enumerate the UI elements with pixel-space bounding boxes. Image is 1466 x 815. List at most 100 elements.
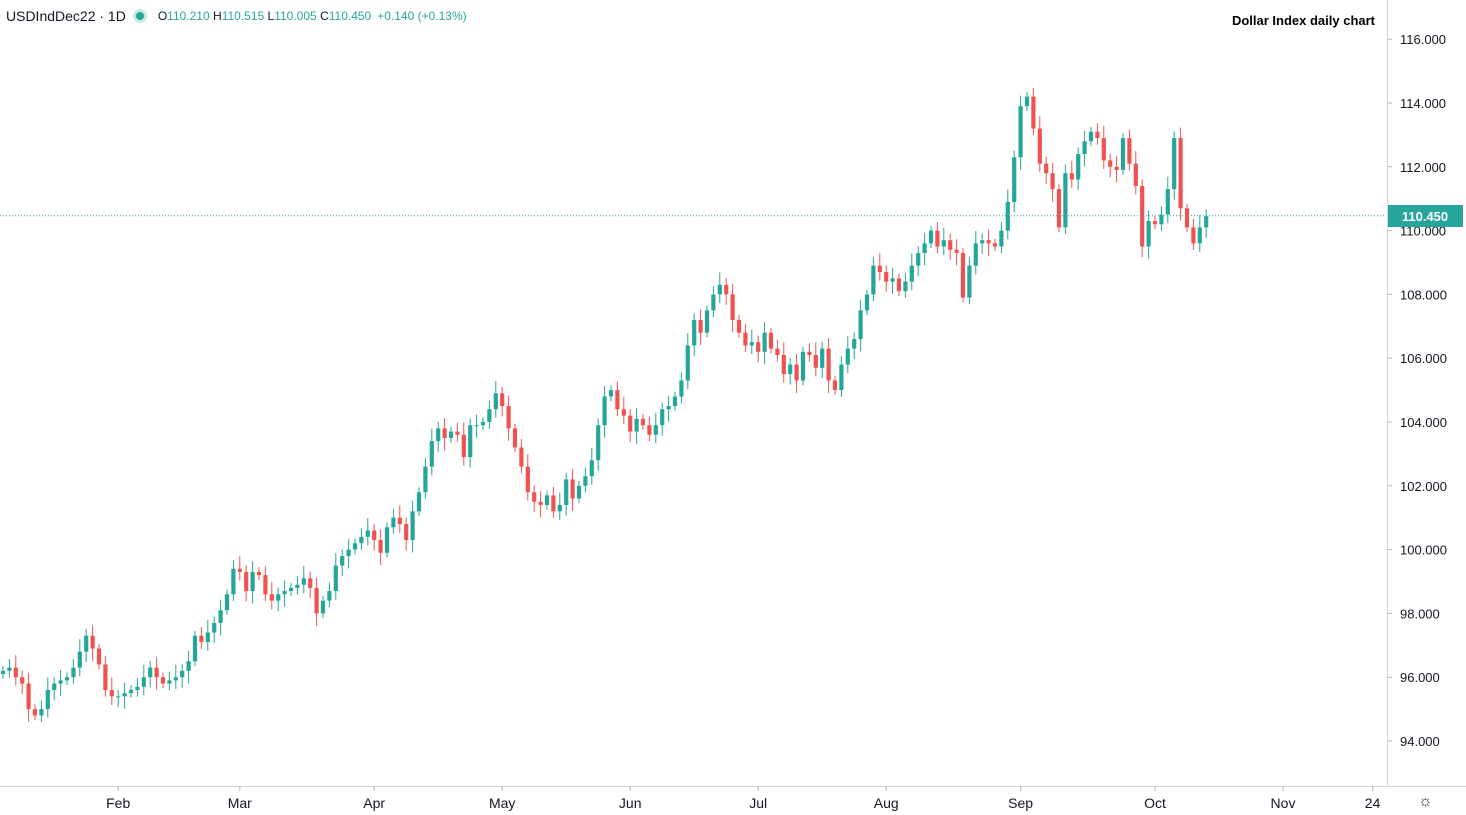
candle-body bbox=[525, 466, 530, 493]
candles-layer bbox=[0, 88, 1209, 723]
candle-body bbox=[423, 466, 428, 493]
x-tick-label: Mar bbox=[228, 795, 252, 811]
candle-body bbox=[602, 396, 607, 426]
candle-body bbox=[500, 393, 505, 407]
candle-body bbox=[858, 310, 863, 340]
candle-body bbox=[295, 584, 300, 588]
candle-body bbox=[1037, 128, 1042, 164]
candle-body bbox=[84, 635, 89, 652]
candle-body bbox=[1095, 131, 1100, 139]
candle-body bbox=[116, 696, 121, 698]
candle bbox=[1178, 127, 1183, 221]
candle-body bbox=[807, 351, 812, 356]
candle-body bbox=[1050, 173, 1055, 190]
candle-body bbox=[224, 594, 230, 611]
candle-body bbox=[948, 240, 953, 250]
candle-body bbox=[173, 677, 178, 681]
candle-body bbox=[512, 428, 518, 448]
candle-body bbox=[103, 664, 108, 690]
candle bbox=[500, 386, 505, 417]
candle bbox=[832, 375, 838, 395]
candle bbox=[564, 472, 569, 516]
candle bbox=[378, 529, 383, 566]
candle-body bbox=[864, 294, 870, 311]
candle bbox=[775, 340, 780, 362]
candle-body bbox=[135, 686, 140, 690]
candle bbox=[365, 518, 370, 546]
candle-body bbox=[672, 396, 678, 407]
candle-body bbox=[973, 243, 978, 266]
candle-body bbox=[832, 380, 838, 391]
candle bbox=[359, 528, 364, 550]
candle bbox=[634, 408, 639, 445]
candle bbox=[455, 422, 460, 442]
candle-body bbox=[148, 667, 153, 678]
candle bbox=[576, 481, 582, 504]
candle-body bbox=[660, 409, 665, 426]
candle bbox=[532, 485, 537, 513]
candle bbox=[512, 423, 518, 453]
candle-body bbox=[493, 393, 498, 410]
candle bbox=[986, 229, 991, 256]
candle bbox=[320, 595, 326, 619]
candle bbox=[77, 639, 82, 677]
ohlc-values: O110.210 H110.515 L110.005 C110.450 bbox=[157, 9, 372, 23]
candle bbox=[852, 332, 857, 360]
candle-body bbox=[519, 447, 524, 467]
candle bbox=[909, 253, 914, 291]
candle bbox=[743, 324, 748, 353]
candle bbox=[231, 560, 236, 601]
candle-body bbox=[967, 265, 972, 298]
candle bbox=[730, 283, 735, 333]
candle-body bbox=[1191, 227, 1196, 244]
candle bbox=[1146, 210, 1151, 259]
candle bbox=[71, 659, 76, 684]
price-axis[interactable]: 94.000 96.000 98.000 100.000 102.000 104.000 1… bbox=[1387, 32, 1447, 749]
candle-body bbox=[487, 409, 492, 422]
candle bbox=[1184, 203, 1190, 233]
gear-icon[interactable]: ☼ bbox=[1418, 793, 1433, 810]
candle bbox=[717, 272, 722, 304]
candle-body bbox=[1069, 173, 1074, 180]
candle-body bbox=[1018, 106, 1023, 158]
candle bbox=[1076, 147, 1081, 191]
candle bbox=[903, 273, 908, 298]
candle bbox=[794, 354, 799, 393]
candle-body bbox=[992, 243, 998, 247]
candle-body bbox=[474, 425, 479, 427]
candle-body bbox=[1114, 166, 1119, 170]
time-axis[interactable]: Feb Mar Apr May Jun Jul Aug Sep Oct Nov 24 bbox=[106, 786, 1381, 811]
candle bbox=[928, 225, 934, 249]
candle bbox=[640, 414, 646, 430]
candle-body bbox=[903, 281, 908, 292]
candle bbox=[756, 335, 761, 363]
symbol-legend: USDIndDec22 · 1D O110.210 H110.515 L110.… bbox=[6, 8, 467, 24]
candle bbox=[666, 395, 671, 422]
candle bbox=[384, 522, 390, 558]
candle-body bbox=[13, 667, 18, 678]
x-tick-label: Jun bbox=[619, 795, 642, 811]
change-value: +0.140 (+0.13%) bbox=[377, 9, 467, 23]
candle-body bbox=[1133, 163, 1138, 186]
candle-body bbox=[20, 677, 25, 684]
candle-body bbox=[845, 348, 850, 365]
candle-body bbox=[1204, 216, 1209, 228]
candle-body bbox=[250, 571, 255, 592]
candle-body bbox=[109, 689, 114, 697]
y-tick-label: 112.000 bbox=[1400, 160, 1446, 175]
candle-body bbox=[352, 543, 358, 550]
symbol-name[interactable]: USDIndDec22 · 1D bbox=[6, 8, 126, 24]
candle bbox=[762, 322, 767, 365]
candle bbox=[1005, 189, 1010, 240]
candle bbox=[135, 678, 140, 697]
candle bbox=[20, 670, 25, 695]
candle bbox=[813, 342, 818, 377]
candle-body bbox=[1120, 138, 1126, 170]
y-tick-label: 108.000 bbox=[1400, 287, 1447, 302]
candle-body bbox=[314, 587, 319, 614]
candle-body bbox=[7, 667, 12, 671]
candle-body bbox=[717, 284, 722, 295]
candle-body bbox=[64, 677, 70, 681]
candle bbox=[58, 669, 63, 697]
